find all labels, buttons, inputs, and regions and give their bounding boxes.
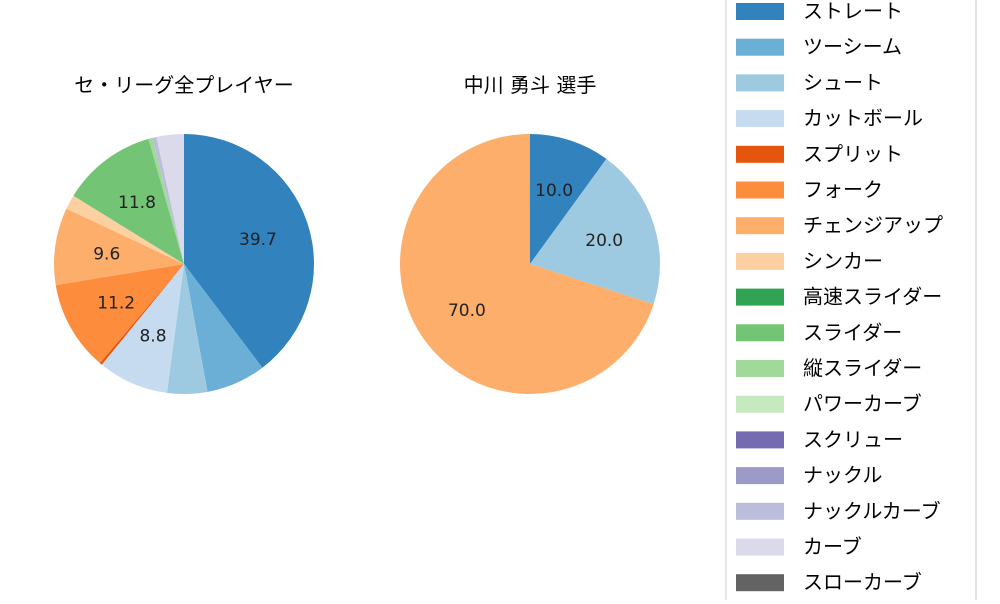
pie-slice-league-5	[55, 264, 184, 364]
legend-swatch-2	[736, 74, 784, 92]
pie-label-league-8: 11.8	[118, 193, 156, 213]
pie-label-league-0: 39.7	[239, 230, 277, 250]
legend-swatch-1	[736, 38, 784, 56]
legend-swatch-11	[736, 395, 784, 413]
legend-swatch-8	[736, 288, 784, 306]
legend-swatch-0	[736, 3, 784, 20]
legend-swatch-4	[736, 145, 784, 163]
legend-label-0: ストレート	[803, 0, 903, 23]
legend-label-16: スローカーブ	[803, 570, 922, 594]
pie-title-player: 中川 勇斗 選手	[464, 73, 597, 97]
legend-label-12: スクリュー	[803, 427, 903, 451]
pie-player: 10.0 20.0 70.0	[399, 134, 660, 394]
pie-slice-league-8	[73, 138, 184, 264]
legend-label-2: シュート	[803, 70, 883, 94]
pie-label-league-5: 11.2	[97, 293, 135, 313]
legend-swatch-13	[736, 467, 784, 485]
pie-label-player-2: 70.0	[448, 301, 486, 321]
legend-label-1: ツーシーム	[803, 35, 902, 59]
legend-label-13: ナックル	[803, 463, 882, 487]
legend-swatch-7	[736, 252, 784, 270]
pie-slice-player-1	[530, 158, 660, 305]
pie-slice-league-4	[99, 264, 184, 365]
legend-label-3: カットボール	[803, 106, 923, 130]
legend-label-10: 縦スライダー	[803, 356, 922, 380]
pie-label-player-0: 10.0	[535, 181, 573, 201]
legend-swatch-14	[736, 502, 784, 520]
pie-slice-player-0	[530, 134, 607, 264]
legend-label-8: 高速スライダー	[803, 285, 942, 309]
pie-slice-player-2	[399, 134, 654, 394]
legend: ストレートツーシームシュートカットボールスプリットフォークチェンジアップシンカー…	[725, 0, 977, 604]
pie-slice-league-1	[184, 264, 263, 392]
legend-label-4: スプリット	[803, 142, 903, 166]
legend-swatch-12	[736, 431, 784, 449]
pie-slice-league-10	[152, 136, 184, 264]
legend-swatch-10	[736, 360, 784, 377]
pie-slice-league-3	[101, 264, 184, 393]
legend-label-6: チェンジアップ	[803, 213, 943, 237]
legend-label-9: スライダー	[803, 320, 902, 344]
pie-slice-league-11	[156, 134, 184, 264]
legend-swatch-5	[736, 181, 784, 199]
pie-slice-league-0	[184, 134, 314, 368]
legend-swatch-6	[736, 217, 784, 235]
pie-label-league-3: 8.8	[139, 327, 166, 347]
pie-slice-league-6	[54, 208, 185, 286]
legend-frame	[725, 0, 977, 604]
legend-label-7: シンカー	[803, 249, 883, 273]
pie-league: 39.7 8.811.2 9.6 11.8	[54, 134, 314, 394]
pie-title-league: セ・リーグ全プレイヤー	[74, 73, 293, 97]
pie-label-league-6: 9.6	[93, 244, 120, 264]
legend-swatch-15	[736, 538, 784, 556]
pie-slice-league-7	[66, 195, 184, 264]
legend-swatch-3	[736, 110, 784, 128]
legend-swatch-16	[736, 574, 784, 592]
legend-label-15: カーブ	[803, 535, 862, 559]
legend-swatch-9	[736, 324, 784, 342]
pie-slice-league-2	[166, 264, 208, 394]
pie-slice-league-9	[148, 137, 184, 264]
pie-label-player-1: 20.0	[585, 231, 623, 251]
legend-label-5: フォーク	[803, 178, 883, 202]
legend-label-11: パワーカーブ	[803, 392, 922, 416]
legend-label-14: ナックルカーブ	[803, 499, 941, 523]
